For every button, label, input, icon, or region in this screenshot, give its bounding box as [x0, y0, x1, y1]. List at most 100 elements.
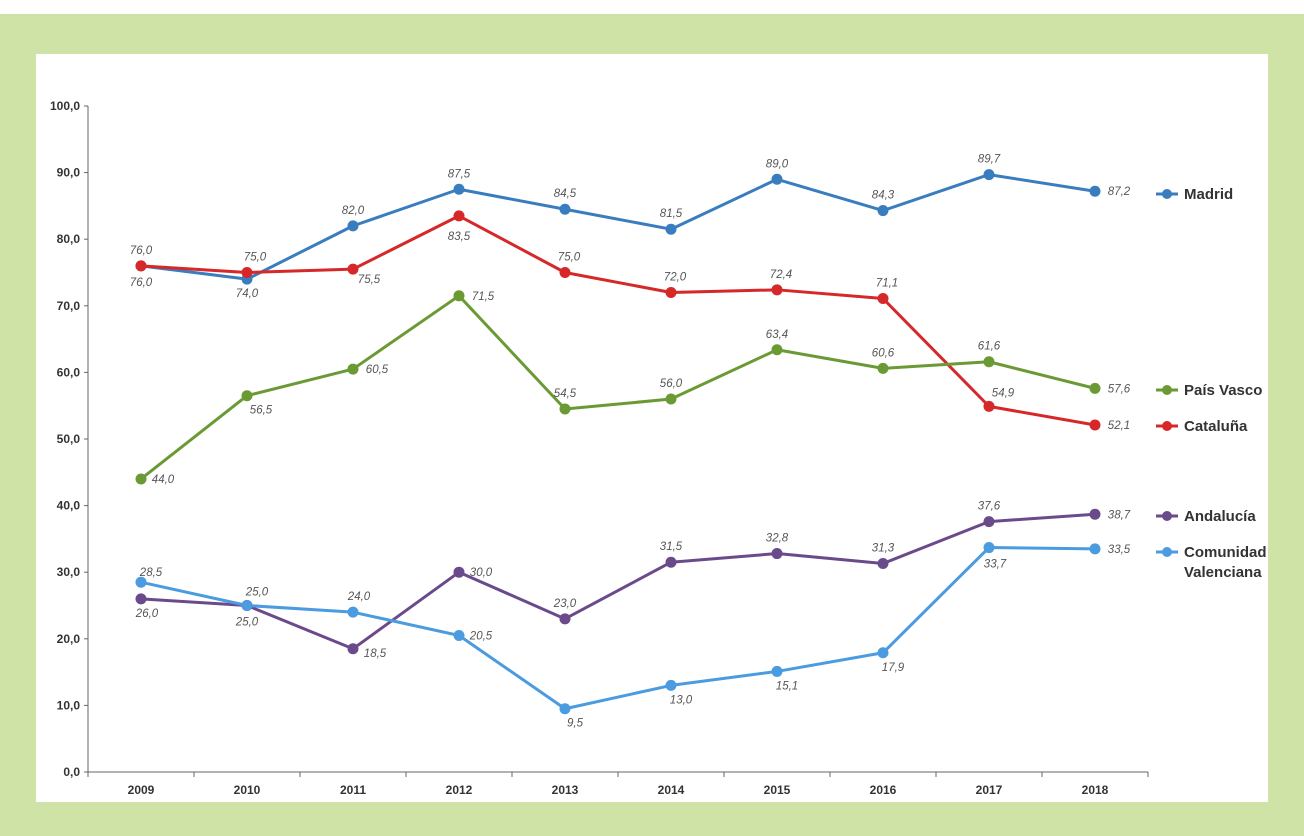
- data-point-pais-vasco: [1089, 382, 1101, 394]
- data-point-comunidad-valenciana: [1089, 543, 1101, 555]
- legend: Madrid País Vasco Cataluña Andalucía Comunid…: [1156, 186, 1267, 581]
- x-tick-label: 2009: [128, 783, 155, 797]
- data-point-pais-vasco: [347, 363, 359, 375]
- legend-marker-pais-vasco: [1162, 385, 1172, 395]
- legend-label-pais-vasco: País Vasco: [1184, 382, 1262, 399]
- data-label-madrid: 87,2: [1108, 186, 1131, 198]
- data-label-andalucia: 23,0: [553, 598, 577, 610]
- data-point-madrid: [983, 169, 995, 181]
- data-point-comunidad-valenciana: [241, 600, 253, 611]
- data-point-cataluna: [665, 286, 677, 298]
- legend-label-line: País Vasco: [1184, 382, 1262, 399]
- data-label-andalucia: 18,5: [364, 648, 387, 660]
- data-label-cataluna: 71,1: [876, 277, 898, 289]
- data-point-comunidad-valenciana: [347, 606, 359, 618]
- legend-label-line: Andalucía: [1184, 508, 1256, 525]
- data-point-comunidad-valenciana: [877, 647, 889, 659]
- data-point-andalucia: [877, 558, 889, 570]
- data-point-cataluna: [135, 260, 147, 272]
- x-tick-label: 2014: [658, 783, 685, 797]
- data-point-pais-vasco: [877, 362, 889, 374]
- data-label-comunidad-valenciana: 13,0: [670, 694, 693, 706]
- series-lines: [140, 173, 1096, 711]
- data-label-comunidad-valenciana: 24,0: [347, 591, 371, 603]
- x-tick-label: 2018: [1082, 783, 1109, 797]
- data-point-madrid: [771, 173, 783, 185]
- data-label-andalucia: 38,7: [1108, 509, 1131, 521]
- data-label-cataluna: 75,5: [358, 274, 381, 286]
- chart-panel: 0,0 10,0 20,0 30,0 40,0 50,0 60,0 70,0 80,0 90,0 1…: [36, 54, 1268, 802]
- data-point-cataluna: [1089, 419, 1101, 431]
- data-point-cataluna: [241, 267, 253, 278]
- series-line-madrid: [140, 173, 1096, 281]
- data-label-pais-vasco: 44,0: [152, 474, 175, 486]
- series-line-comunidad-valenciana: [140, 546, 1096, 711]
- legend-marker-madrid: [1162, 189, 1172, 199]
- y-tick-label: 40,0: [57, 499, 81, 513]
- data-point-comunidad-valenciana: [135, 576, 147, 588]
- data-label-cataluna: 75,0: [558, 252, 581, 264]
- top-band: [0, 0, 1304, 14]
- x-tick-label: 2016: [870, 783, 897, 797]
- data-point-pais-vasco: [241, 390, 253, 402]
- data-point-pais-vasco: [983, 356, 995, 368]
- data-label-andalucia: 26,0: [135, 608, 159, 620]
- data-label-cataluna: 75,0: [244, 252, 267, 264]
- legend-label-madrid: Madrid: [1184, 186, 1233, 203]
- data-point-andalucia: [983, 516, 995, 528]
- data-label-pais-vasco: 61,6: [978, 341, 1001, 353]
- data-point-comunidad-valenciana: [453, 629, 465, 641]
- legend-label-line: Madrid: [1184, 186, 1233, 203]
- data-label-pais-vasco: 63,4: [766, 329, 788, 341]
- x-tick-label: 2015: [764, 783, 791, 797]
- y-tick-label: 10,0: [57, 698, 81, 712]
- line-chart: 0,0 10,0 20,0 30,0 40,0 50,0 60,0 70,0 80,0 90,0 1…: [50, 99, 1267, 797]
- x-tick-label: 2017: [976, 783, 1003, 797]
- data-point-madrid: [1089, 185, 1101, 197]
- data-label-madrid: 89,7: [978, 154, 1001, 166]
- data-point-comunidad-valenciana: [559, 703, 571, 715]
- data-point-cataluna: [983, 400, 995, 412]
- data-point-cataluna: [877, 292, 889, 304]
- data-label-andalucia: 32,8: [766, 533, 789, 545]
- data-point-madrid: [453, 183, 465, 195]
- y-tick-label: 60,0: [57, 365, 81, 379]
- data-label-andalucia: 25,0: [235, 617, 259, 629]
- data-label-madrid: 74,0: [236, 288, 259, 300]
- data-label-pais-vasco: 56,5: [250, 405, 273, 417]
- series-line-andalucia: [140, 512, 1096, 651]
- legend-marker-comunidad-valenciana: [1162, 547, 1172, 557]
- legend-label-line: Valenciana: [1184, 564, 1262, 581]
- data-point-madrid: [877, 205, 889, 217]
- data-label-madrid: 84,5: [554, 188, 577, 200]
- data-label-pais-vasco: 71,5: [472, 291, 495, 303]
- data-label-cataluna: 83,5: [448, 231, 471, 243]
- legend-marker-andalucia: [1162, 511, 1172, 521]
- data-point-pais-vasco: [771, 344, 783, 356]
- data-point-andalucia: [453, 566, 465, 578]
- data-label-pais-vasco: 60,6: [872, 347, 895, 359]
- data-label-cataluna: 72,0: [664, 271, 687, 283]
- legend-label-line: Cataluña: [1184, 418, 1248, 435]
- y-tick-label: 20,0: [57, 632, 81, 646]
- y-tick-label: 70,0: [57, 299, 81, 313]
- y-tick-label: 30,0: [57, 565, 81, 579]
- data-label-andalucia: 30,0: [470, 567, 493, 579]
- data-label-comunidad-valenciana: 17,9: [882, 662, 905, 674]
- data-label-andalucia: 37,6: [978, 501, 1001, 513]
- data-point-pais-vasco: [453, 290, 465, 302]
- data-point-madrid: [559, 203, 571, 215]
- data-point-comunidad-valenciana: [665, 679, 677, 691]
- data-label-cataluna: 52,1: [1108, 420, 1130, 432]
- data-label-comunidad-valenciana: 9,5: [567, 718, 584, 730]
- data-point-pais-vasco: [135, 473, 147, 485]
- data-point-cataluna: [347, 263, 359, 275]
- data-point-comunidad-valenciana: [983, 542, 995, 554]
- data-labels: 76,0 74,0 82,0 87,5 84,5 81,5 89,0 84,3 89,7 87,2…: [130, 154, 1131, 730]
- data-point-madrid: [665, 223, 677, 235]
- data-label-madrid: 82,0: [342, 205, 365, 217]
- data-label-comunidad-valenciana: 25,0: [245, 587, 269, 599]
- x-tick-label: 2012: [446, 783, 473, 797]
- legend-label-andalucia: Andalucía: [1184, 508, 1256, 525]
